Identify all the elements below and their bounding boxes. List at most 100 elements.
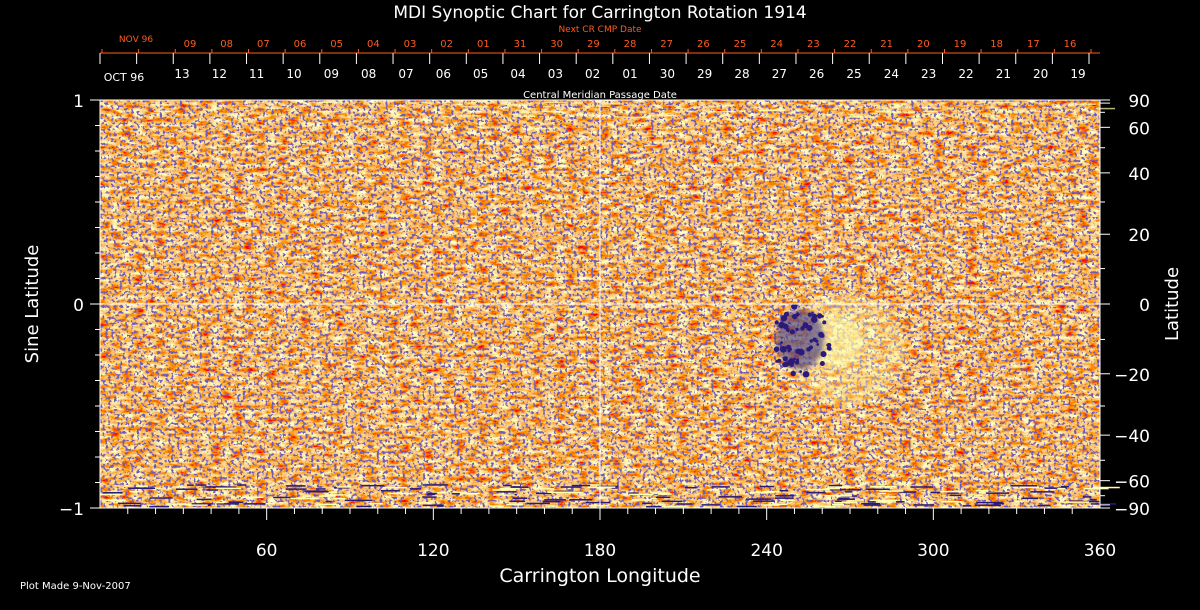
polar-noise-streak	[586, 484, 599, 486]
polar-noise-streak	[723, 104, 735, 106]
polar-noise-streak	[286, 485, 306, 487]
polar-noise-streak	[930, 491, 941, 494]
polar-noise-streak	[631, 499, 652, 501]
x-tick-label: 300	[917, 541, 949, 561]
polar-noise-streak	[889, 103, 909, 105]
polar-noise-streak	[1092, 486, 1120, 489]
polar-noise-streak	[885, 496, 897, 498]
polar-noise-streak	[1090, 499, 1097, 501]
negative-polarity-blob	[777, 358, 782, 363]
polar-noise-streak	[939, 490, 965, 493]
polar-noise-streak	[993, 502, 1005, 505]
negative-polarity-blob	[787, 348, 791, 353]
polar-noise-streak	[889, 106, 910, 108]
negative-polarity-blob	[810, 316, 818, 323]
polar-noise-streak	[542, 106, 552, 108]
polar-noise-streak	[875, 111, 890, 113]
y-left-tick-label: 0	[73, 296, 84, 316]
polar-noise-streak	[1030, 491, 1054, 493]
polar-noise-streak	[764, 504, 780, 506]
polar-noise-streak	[885, 111, 902, 113]
polar-noise-streak	[188, 504, 208, 506]
polar-noise-streak	[774, 497, 794, 499]
polar-noise-streak	[962, 505, 972, 507]
active-region	[773, 294, 905, 405]
polar-noise-streak	[511, 484, 521, 486]
polar-noise-streak	[417, 502, 431, 504]
negative-polarity-blob	[783, 311, 789, 317]
polar-noise-streak	[1044, 487, 1067, 489]
cmp-date-label: 11	[249, 67, 264, 81]
cmp-date-label: 26	[809, 67, 824, 81]
polar-noise-streak	[422, 504, 437, 507]
polar-noise-streak	[844, 491, 853, 493]
polar-noise-streak	[368, 502, 383, 505]
polar-noise-streak	[838, 497, 849, 499]
polar-noise-streak	[982, 115, 1001, 117]
polar-noise-streak	[974, 504, 999, 506]
polar-noise-streak	[824, 495, 852, 497]
next-cmp-date-label: 23	[807, 39, 820, 50]
negative-polarity-blob	[819, 361, 825, 366]
polar-noise-streak	[103, 492, 123, 494]
polar-noise-streak	[333, 497, 346, 500]
cmp-date-label: 21	[996, 67, 1011, 81]
polar-noise-streak	[256, 116, 266, 118]
cmp-date-label: 08	[361, 67, 376, 81]
polar-noise-streak	[847, 499, 864, 501]
negative-polarity-blob	[811, 311, 814, 314]
polar-noise-streak	[452, 492, 477, 495]
polar-noise-streak	[527, 502, 550, 505]
polar-noise-streak	[947, 492, 959, 494]
polar-noise-streak	[1083, 487, 1109, 490]
y-axis-left-label: Sine Latitude	[22, 245, 43, 364]
polar-noise-streak	[760, 485, 775, 488]
negative-polarity-blob	[782, 356, 788, 362]
polar-noise-streak	[910, 486, 934, 488]
cmp-date-label: 03	[548, 67, 563, 81]
next-cmp-date-label: 01	[477, 39, 490, 50]
negative-polarity-blob	[780, 345, 787, 353]
negative-polarity-blob	[806, 346, 811, 352]
y-right-tick-label: 40	[1128, 165, 1150, 185]
negative-polarity-blob	[774, 320, 779, 325]
polar-noise-streak	[745, 498, 772, 500]
polar-noise-streak	[102, 499, 127, 501]
polar-noise-streak	[841, 501, 858, 503]
polar-noise-streak	[752, 500, 775, 502]
polar-noise-streak	[877, 492, 887, 495]
polar-noise-streak	[242, 496, 264, 499]
y-right-tick-label: 20	[1128, 226, 1150, 246]
polar-noise-streak	[204, 486, 228, 488]
polar-noise-streak	[847, 489, 862, 491]
polar-noise-streak	[1082, 496, 1092, 498]
top-axis-start: OCT 96	[104, 71, 145, 84]
polar-noise-streak	[492, 489, 516, 491]
polar-noise-streak	[976, 501, 1003, 504]
polar-noise-streak	[835, 500, 847, 503]
polar-noise-streak	[779, 489, 789, 492]
negative-polarity-blob	[773, 346, 780, 353]
polar-noise-streak	[244, 503, 269, 505]
polar-noise-streak	[827, 485, 849, 488]
cmp-date-label: 02	[585, 67, 600, 81]
negative-polarity-blob	[786, 328, 790, 333]
polar-noise-streak	[544, 499, 566, 501]
polar-noise-streak	[544, 101, 568, 104]
polar-noise-streak	[609, 487, 618, 489]
polar-noise-streak	[318, 495, 336, 497]
next-cmp-date-label: 03	[404, 39, 417, 50]
polar-noise-streak	[422, 484, 448, 486]
reference-lines	[100, 100, 1100, 508]
features	[773, 294, 905, 405]
chart-title: MDI Synoptic Chart for Carrington Rotati…	[393, 3, 806, 23]
polar-noise-streak	[866, 488, 890, 491]
polar-noise-streak	[861, 502, 881, 505]
polar-noise-streak	[334, 487, 350, 489]
polar-noise-streak	[216, 501, 225, 504]
cmp-date-axis: OCT 96 Central Meridian Passage Date 13 1…	[99, 53, 1090, 101]
polar-noise-streak	[812, 505, 836, 508]
next-cmp-date-label: 08	[220, 39, 233, 50]
polar-noise-streak	[1019, 486, 1040, 489]
negative-polarity-blob	[789, 329, 795, 335]
